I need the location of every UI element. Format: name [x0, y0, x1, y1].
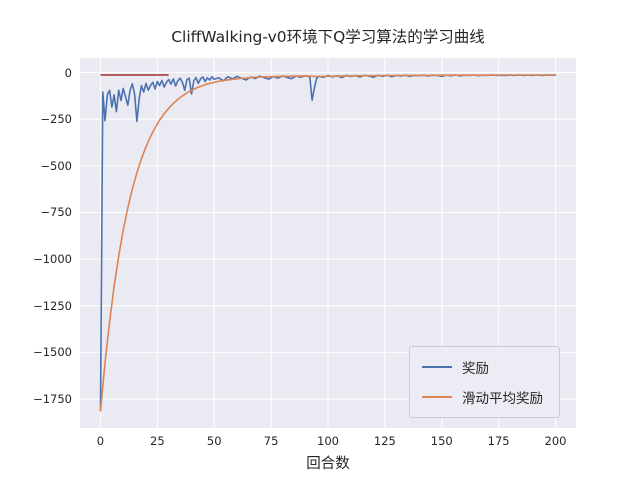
plot-area	[80, 58, 576, 428]
y-tick-label: −500	[40, 158, 72, 173]
chart-title: CliffWalking-v0环境下Q学习算法的学习曲线	[171, 28, 485, 46]
legend: 奖励 滑动平均奖励	[409, 346, 560, 418]
x-axis-label: 回合数	[306, 456, 350, 472]
x-tick-label: 0	[96, 434, 105, 448]
y-tick-label: 0	[64, 65, 72, 80]
series-line-1	[99, 74, 557, 412]
x-tick-label: 25	[150, 434, 165, 448]
y-tick-label: −1250	[33, 298, 72, 313]
legend-item-reward: 奖励	[422, 357, 543, 377]
legend-item-moving-average: 滑动平均奖励	[422, 387, 543, 407]
y-tick-label: −1500	[33, 345, 72, 360]
y-tick-label: −250	[40, 112, 72, 127]
x-tick-label: 75	[263, 434, 279, 448]
y-tick-label: −1000	[33, 252, 72, 267]
x-tick-label: 200	[544, 434, 567, 448]
x-tick-label: 50	[206, 434, 222, 448]
legend-line-reward-icon	[422, 365, 452, 369]
x-tick-label: 175	[487, 434, 510, 448]
y-tick-label: −750	[40, 205, 72, 220]
y-tick-label: −1750	[33, 392, 72, 407]
x-tick-label: 125	[373, 434, 396, 448]
legend-line-moving-average-icon	[422, 395, 452, 399]
legend-label-moving-average: 滑动平均奖励	[462, 391, 543, 407]
plot-canvas	[80, 58, 576, 428]
x-tick-label: 150	[430, 434, 453, 448]
x-tick-label: 100	[317, 434, 339, 448]
legend-label-reward: 奖励	[462, 361, 489, 377]
